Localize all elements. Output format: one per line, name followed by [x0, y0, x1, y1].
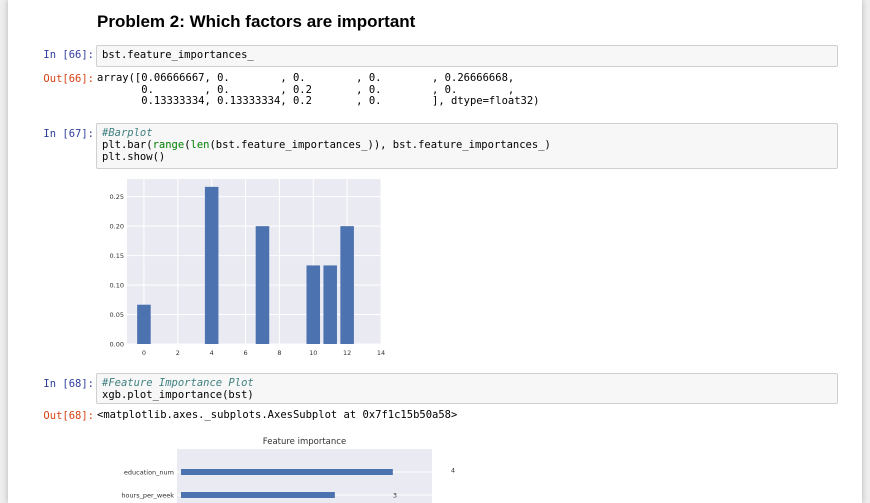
y-tick-label: 0.05 [110, 311, 124, 319]
x-tick-label: 0 [142, 349, 146, 357]
bar [255, 226, 270, 344]
x-tick-label: 12 [343, 349, 351, 357]
bar [181, 492, 335, 498]
x-tick-label: 8 [277, 349, 281, 357]
builtin-len: len [190, 139, 210, 151]
code-comment: #Feature Importance Plot [102, 377, 254, 389]
data-label: 4 [451, 467, 455, 475]
output-area-66: array([0.06666667, 0. , 0. , 0. , 0.2666… [97, 72, 540, 108]
category-label: hours_per_week [121, 492, 174, 500]
code-input-68[interactable]: #Feature Importance Plot xgb.plot_importa… [96, 373, 838, 404]
bar [306, 265, 321, 344]
bar [323, 265, 337, 344]
input-prompt-66: In [66]: [43, 49, 94, 61]
input-prompt-68: In [68]: [43, 378, 94, 390]
code-line: xgb.plot_importance(bst) [102, 389, 254, 401]
input-prompt-67: In [67]: [43, 128, 94, 140]
plot-area [127, 179, 381, 344]
bar [204, 186, 219, 344]
bar [340, 226, 354, 344]
code-text: bst.feature_importances_ [102, 49, 254, 61]
code-input-67[interactable]: #Barplot plt.bar(range(len(bst.feature_im… [96, 123, 838, 169]
importance-figure: Feature importance education_num 4 hours_pe… [121, 437, 455, 503]
y-tick-label: 0.25 [110, 193, 124, 201]
markdown-heading: Problem 2: Which factors are important [97, 12, 416, 31]
code-input-66[interactable]: bst.feature_importances_ [96, 45, 838, 67]
output-line: 0.13333334, 0.13333334, 0.2 , 0. ], dtyp… [97, 95, 540, 107]
bar [181, 469, 393, 475]
output-prompt-68: Out[68]: [43, 410, 94, 422]
output-line: 0. , 0. , 0.2 , 0. , 0. , [97, 83, 515, 96]
builtin-range: range [152, 139, 185, 151]
y-tick-label: 0.15 [110, 252, 124, 260]
x-tick-label: 2 [176, 349, 180, 357]
y-tick-label: 0.10 [110, 282, 124, 290]
output-prompt-66: Out[66]: [43, 73, 94, 85]
output-area-68: <matplotlib.axes._subplots.AxesSubplot a… [97, 409, 458, 421]
x-tick-label: 10 [309, 349, 317, 357]
code-line: plt.show() [102, 151, 166, 163]
x-tick-label: 6 [243, 349, 247, 357]
y-tick-label: 0.20 [110, 223, 124, 231]
code-line: plt.bar(range(len(bst.feature_importance… [102, 139, 551, 151]
data-label: 3 [393, 492, 397, 500]
barplot-figure: 0.00 0.05 0.10 0.15 0.20 0.25 0 2 4 6 8 10 12 14 [110, 179, 385, 357]
x-tick-label: 4 [210, 349, 214, 357]
y-tick-label: 0.00 [110, 341, 124, 349]
chart-title: Feature importance [263, 437, 346, 447]
output-line: array([0.06666667, 0. , 0. , 0. , 0.2666… [97, 72, 515, 84]
category-label: education_num [124, 469, 174, 477]
x-tick-label: 14 [377, 349, 385, 357]
code-comment: #Barplot [102, 127, 153, 139]
bar [137, 304, 151, 344]
